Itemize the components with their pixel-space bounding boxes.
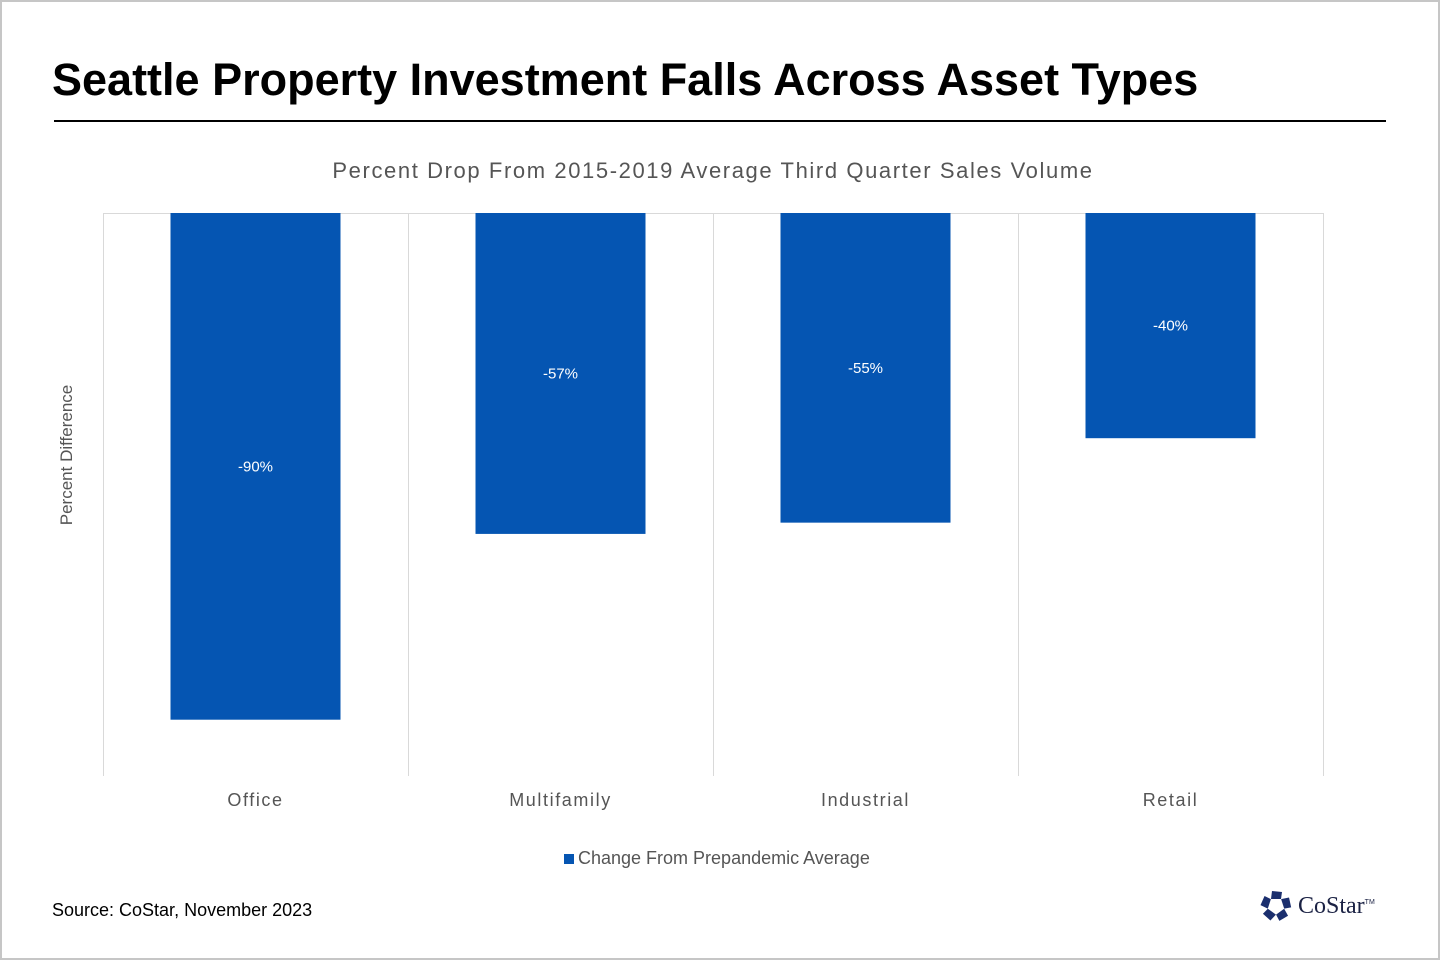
legend-label: Change From Prepandemic Average (578, 848, 870, 868)
x-tick-label: Multifamily (509, 790, 612, 810)
data-label: -90% (238, 458, 273, 475)
logo-text: CoStarTM (1298, 893, 1375, 920)
data-label: -55% (848, 360, 883, 377)
costar-star-logo-icon (1260, 891, 1292, 921)
logo-trademark: TM (1364, 898, 1375, 906)
title-divider (54, 120, 1386, 122)
x-tick-label: Retail (1143, 790, 1199, 810)
costar-logo: CoStarTM (1260, 890, 1375, 922)
legend: Change From Prepandemic Average (564, 848, 870, 869)
logo-wordmark: CoStar (1298, 892, 1365, 919)
data-label: -57% (543, 365, 578, 382)
chart-subtitle: Percent Drop From 2015-2019 Average Thir… (332, 158, 1094, 183)
bar-office (170, 213, 341, 720)
source-note: Source: CoStar, November 2023 (52, 900, 313, 920)
bar-industrial (780, 213, 951, 523)
x-tick-label: Office (227, 790, 283, 810)
data-label: -40% (1153, 318, 1188, 335)
legend-swatch (564, 853, 574, 864)
bar-multifamily (475, 213, 646, 534)
page-title: Seattle Property Investment Falls Across… (52, 54, 1199, 105)
x-tick-label: Industrial (821, 790, 910, 810)
bar-retail (1085, 213, 1256, 439)
